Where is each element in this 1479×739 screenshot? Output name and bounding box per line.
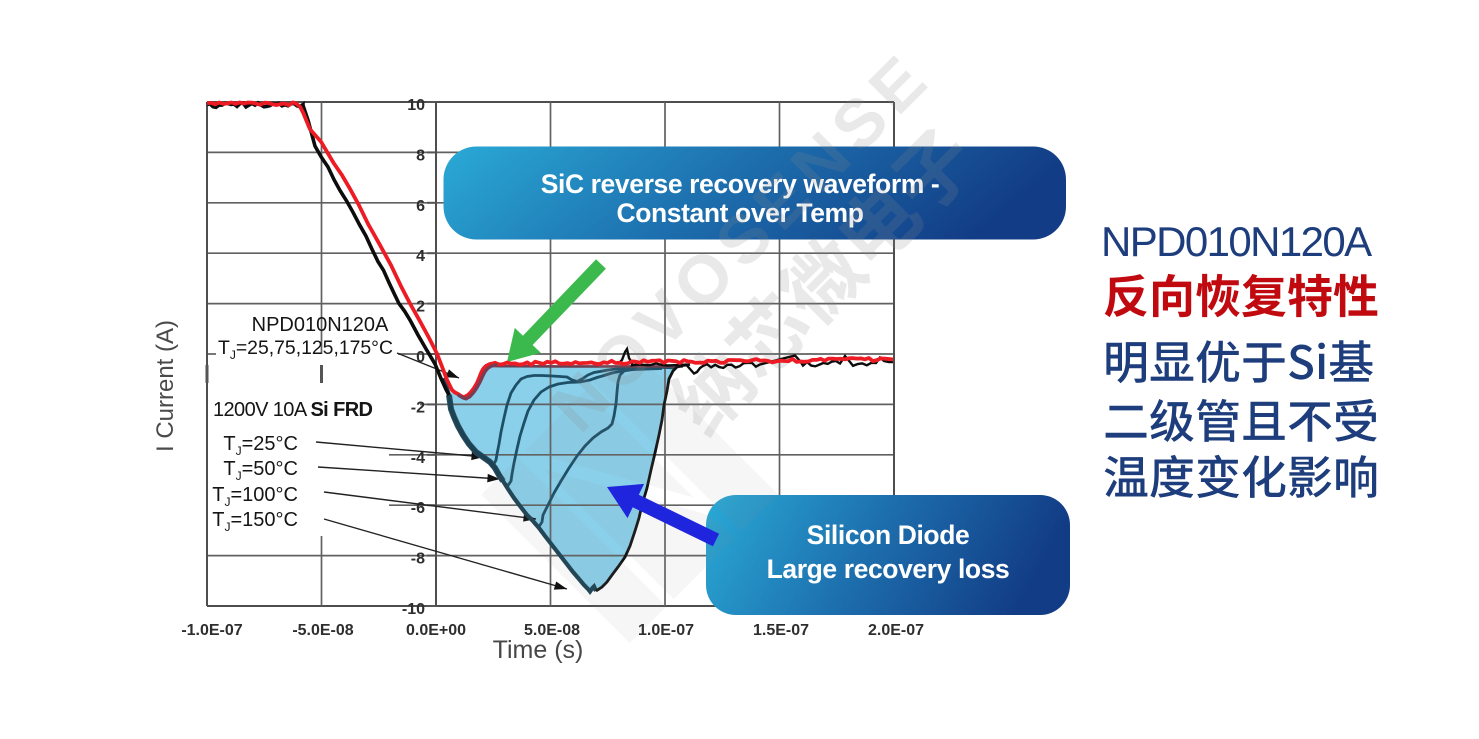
svg-text:0: 0 [416,349,425,366]
svg-text:TJ=25,75,125,175°C: TJ=25,75,125,175°C [218,337,393,362]
svg-text:Time (s): Time (s) [493,636,584,664]
svg-text:0.0E+00: 0.0E+00 [406,622,466,639]
svg-text:-1.0E-07: -1.0E-07 [181,622,242,639]
svg-text:2: 2 [416,299,425,316]
svg-text:TJ=50°C: TJ=50°C [223,458,298,483]
svg-text:-2: -2 [411,399,425,416]
svg-text:I Current (A): I Current (A) [152,320,179,452]
svg-text:-10: -10 [402,601,425,618]
svg-text:-8: -8 [411,551,425,568]
svg-text:4: 4 [416,248,425,265]
svg-text:SiC reverse recovery waveform: SiC reverse recovery waveform - [541,169,940,199]
svg-text:Silicon Diode: Silicon Diode [807,520,970,550]
svg-text:NPD010N120A: NPD010N120A [1101,218,1372,265]
svg-text:-5.0E-08: -5.0E-08 [292,622,353,639]
svg-text:Large recovery loss: Large recovery loss [767,554,1010,584]
svg-text:Constant over Temp: Constant over Temp [616,198,863,228]
svg-text:8: 8 [416,147,425,164]
svg-text:TJ=25°C: TJ=25°C [223,433,298,458]
svg-text:1.5E-07: 1.5E-07 [753,622,809,639]
svg-text:6: 6 [416,198,425,215]
svg-text:1.0E-07: 1.0E-07 [638,622,694,639]
svg-text:-4: -4 [411,450,425,467]
svg-text:5.0E-08: 5.0E-08 [524,622,580,639]
svg-text:NPD010N120A: NPD010N120A [252,314,389,336]
svg-text:2.0E-07: 2.0E-07 [868,622,924,639]
svg-text:1200V 10A Si FRD: 1200V 10A Si FRD [213,399,373,421]
svg-text:10: 10 [407,97,425,114]
